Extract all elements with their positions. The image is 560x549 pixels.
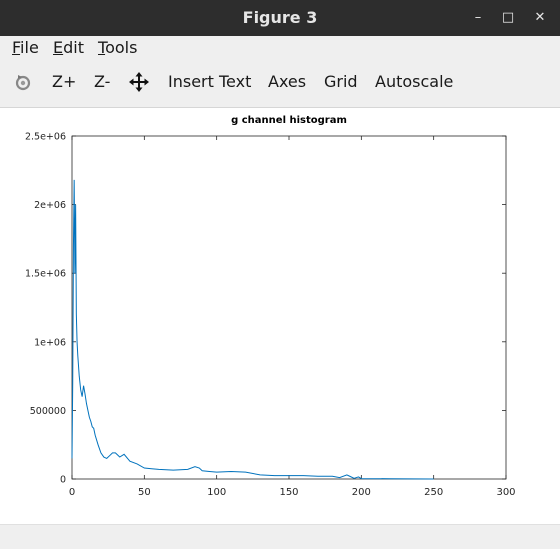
grid-button[interactable]: Grid — [324, 72, 358, 91]
x-tick-label: 100 — [207, 487, 226, 498]
x-tick-label: 250 — [424, 487, 443, 498]
menu-file-label: ile — [20, 38, 39, 57]
menu-tools-label: ools — [105, 38, 138, 57]
window-titlebar: Figure 3 – □ ✕ — [0, 0, 560, 36]
figure-toolbar: Z+ Z- Insert Text Axes Grid Autoscale — [0, 59, 560, 108]
x-tick-label: 0 — [69, 487, 75, 498]
zoom-in-button[interactable]: Z+ — [52, 72, 77, 91]
window-title: Figure 3 — [242, 8, 318, 27]
x-axis: 0 50 100 150 200 250 300 — [69, 136, 516, 498]
pan-button[interactable] — [129, 72, 149, 92]
axes-button[interactable]: Axes — [268, 72, 307, 91]
menu-tools[interactable]: Tools — [98, 38, 137, 58]
minimize-button[interactable]: – — [474, 10, 482, 25]
close-button[interactable]: ✕ — [534, 10, 546, 25]
y-axis: 0 500000 1e+06 1.5e+06 2e+06 2.5e+06 — [25, 132, 506, 486]
figure-canvas[interactable]: g channel histogram 0 50 100 150 200 250 300 0… — [0, 108, 560, 524]
y-tick-label: 2.5e+06 — [25, 132, 66, 143]
x-tick-label: 50 — [138, 487, 151, 498]
rotate-button[interactable] — [12, 71, 34, 93]
chart-title: g channel histogram — [231, 115, 347, 126]
menu-tools-mnemonic: T — [98, 38, 106, 57]
x-tick-label: 200 — [352, 487, 371, 498]
menu-edit-label: dit — [63, 38, 84, 57]
insert-text-button[interactable]: Insert Text — [168, 72, 252, 91]
y-tick-label: 0 — [60, 475, 66, 486]
y-tick-label: 1e+06 — [34, 337, 66, 348]
autoscale-button[interactable]: Autoscale — [375, 72, 454, 91]
menu-bar: File Edit Tools — [0, 36, 560, 59]
x-tick-label: 300 — [496, 487, 515, 498]
maximize-button[interactable]: □ — [501, 10, 515, 25]
zoom-out-button[interactable]: Z- — [94, 72, 111, 91]
y-tick-label: 500000 — [30, 406, 66, 417]
plot-area — [71, 135, 507, 480]
y-tick-label: 1.5e+06 — [25, 269, 66, 280]
histogram-plot: g channel histogram 0 50 100 150 200 250 300 0… — [25, 115, 516, 498]
menu-file-mnemonic: F — [12, 38, 21, 57]
y-tick-label: 2e+06 — [34, 200, 66, 211]
menu-edit[interactable]: Edit — [53, 38, 84, 58]
histogram-line — [71, 179, 434, 480]
x-tick-label: 150 — [279, 487, 298, 498]
status-bar — [0, 524, 560, 549]
rotate-icon — [15, 75, 31, 91]
menu-file[interactable]: File — [12, 38, 39, 58]
pan-move-icon — [129, 72, 149, 92]
menu-edit-mnemonic: E — [53, 38, 64, 57]
